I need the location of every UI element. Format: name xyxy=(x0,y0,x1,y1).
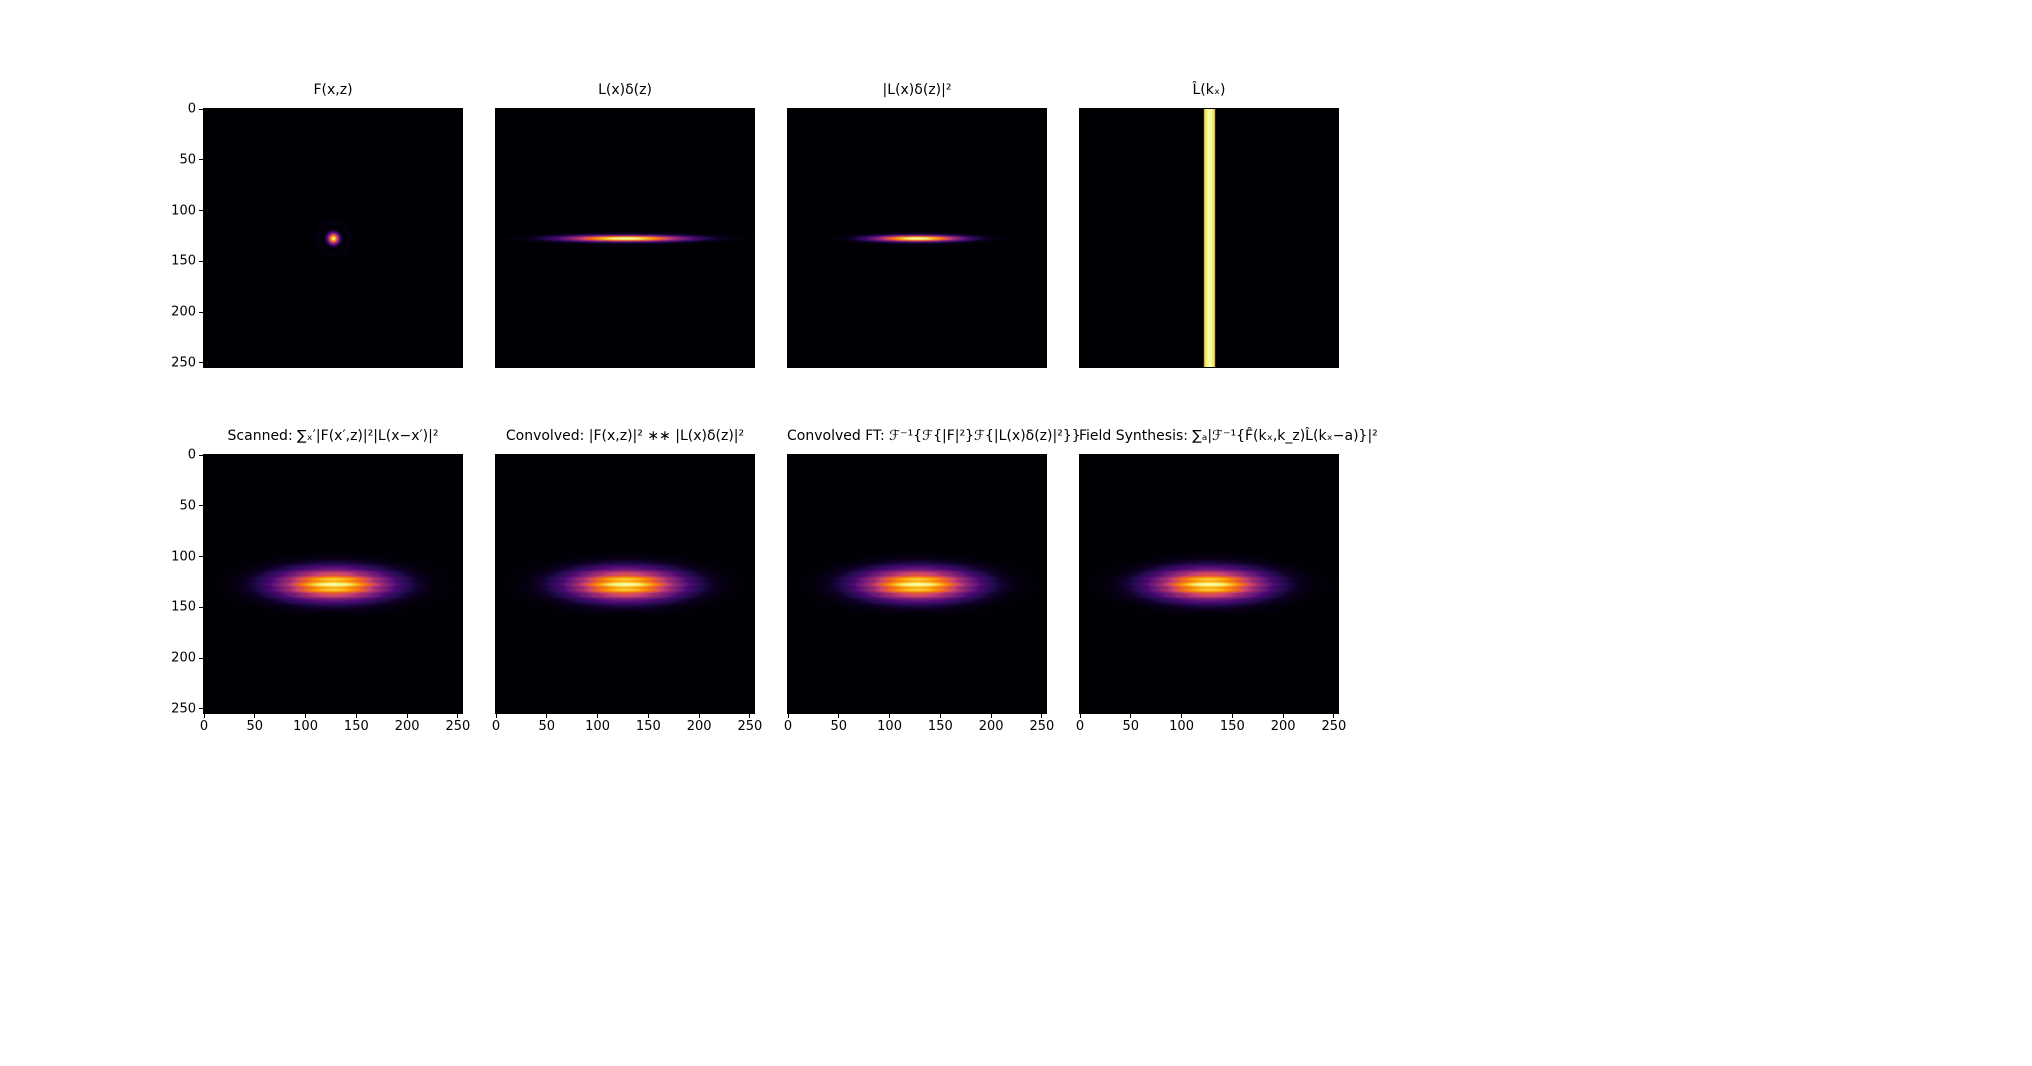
axes: 050100150200250 xyxy=(1079,454,1339,714)
subplot-0-3: L̂(kₓ) xyxy=(1079,108,1339,368)
xtick-label: 100 xyxy=(1169,713,1194,734)
subplot-0-2: |L(x)δ(z)|² xyxy=(787,108,1047,368)
subplot-1-0: Scanned: ∑ₓ′|F(x′,z)|²|L(x−x′)|²05010015… xyxy=(203,454,463,714)
xtick-label: 250 xyxy=(737,713,762,734)
ytick-label: 0 xyxy=(188,102,204,117)
xtick-label: 200 xyxy=(395,713,420,734)
xtick-label: 100 xyxy=(585,713,610,734)
axes: 050100150200250 xyxy=(787,454,1047,714)
heatmap xyxy=(788,455,1046,713)
heatmap xyxy=(1080,455,1338,713)
subplot-title: |L(x)δ(z)|² xyxy=(787,82,1047,98)
heatmap xyxy=(496,109,754,367)
axes xyxy=(1079,108,1339,368)
heatmap xyxy=(788,109,1046,367)
ytick-label: 100 xyxy=(171,549,204,564)
subplot-title: L(x)δ(z) xyxy=(495,82,755,98)
ytick-label: 150 xyxy=(171,600,204,615)
heatmap xyxy=(496,455,754,713)
ytick-label: 100 xyxy=(171,203,204,218)
xtick-label: 100 xyxy=(877,713,902,734)
xtick-label: 200 xyxy=(687,713,712,734)
xtick-label: 200 xyxy=(979,713,1004,734)
subplot-0-0: F(x,z)050100150200250 xyxy=(203,108,463,368)
xtick-label: 0 xyxy=(200,713,208,734)
subplot-title: Convolved: |F(x,z)|² ∗∗ |L(x)δ(z)|² xyxy=(495,428,755,444)
xtick-label: 50 xyxy=(539,713,556,734)
subplot-title: Field Synthesis: ∑ₐ|ℱ⁻¹{F̂(kₓ,k_z)L̂(kₓ−… xyxy=(1079,428,1339,444)
axes: 050100150200250050100150200250 xyxy=(203,454,463,714)
heatmap xyxy=(1080,109,1338,367)
axes xyxy=(787,108,1047,368)
xtick-label: 150 xyxy=(344,713,369,734)
xtick-label: 0 xyxy=(492,713,500,734)
subplot-title: F(x,z) xyxy=(203,82,463,98)
ytick-label: 200 xyxy=(171,651,204,666)
figure: F(x,z)050100150200250L(x)δ(z)|L(x)δ(z)|²… xyxy=(0,0,2032,1066)
subplot-1-1: Convolved: |F(x,z)|² ∗∗ |L(x)δ(z)|²05010… xyxy=(495,454,755,714)
subplot-title: Scanned: ∑ₓ′|F(x′,z)|²|L(x−x′)|² xyxy=(203,428,463,444)
subplot-0-1: L(x)δ(z) xyxy=(495,108,755,368)
subplot-1-2: Convolved FT: ℱ⁻¹{ℱ{|F|²}ℱ{|L(x)δ(z)|²}}… xyxy=(787,454,1047,714)
xtick-label: 150 xyxy=(636,713,661,734)
xtick-label: 250 xyxy=(1321,713,1346,734)
xtick-label: 150 xyxy=(928,713,953,734)
subplot-1-3: Field Synthesis: ∑ₐ|ℱ⁻¹{F̂(kₓ,k_z)L̂(kₓ−… xyxy=(1079,454,1339,714)
subplot-title: L̂(kₓ) xyxy=(1079,82,1339,98)
xtick-label: 250 xyxy=(445,713,470,734)
xtick-label: 0 xyxy=(784,713,792,734)
xtick-label: 100 xyxy=(293,713,318,734)
xtick-label: 50 xyxy=(831,713,848,734)
xtick-label: 50 xyxy=(247,713,264,734)
xtick-label: 50 xyxy=(1123,713,1140,734)
ytick-label: 50 xyxy=(179,498,204,513)
xtick-label: 150 xyxy=(1220,713,1245,734)
ytick-label: 150 xyxy=(171,254,204,269)
subplot-title: Convolved FT: ℱ⁻¹{ℱ{|F|²}ℱ{|L(x)δ(z)|²}} xyxy=(787,428,1047,444)
axes xyxy=(495,108,755,368)
axes: 050100150200250 xyxy=(495,454,755,714)
heatmap xyxy=(204,455,462,713)
axes: 050100150200250 xyxy=(203,108,463,368)
ytick-label: 0 xyxy=(188,448,204,463)
heatmap xyxy=(204,109,462,367)
xtick-label: 0 xyxy=(1076,713,1084,734)
xtick-label: 250 xyxy=(1029,713,1054,734)
ytick-label: 250 xyxy=(171,355,204,370)
ytick-label: 50 xyxy=(179,152,204,167)
ytick-label: 200 xyxy=(171,305,204,320)
xtick-label: 200 xyxy=(1271,713,1296,734)
